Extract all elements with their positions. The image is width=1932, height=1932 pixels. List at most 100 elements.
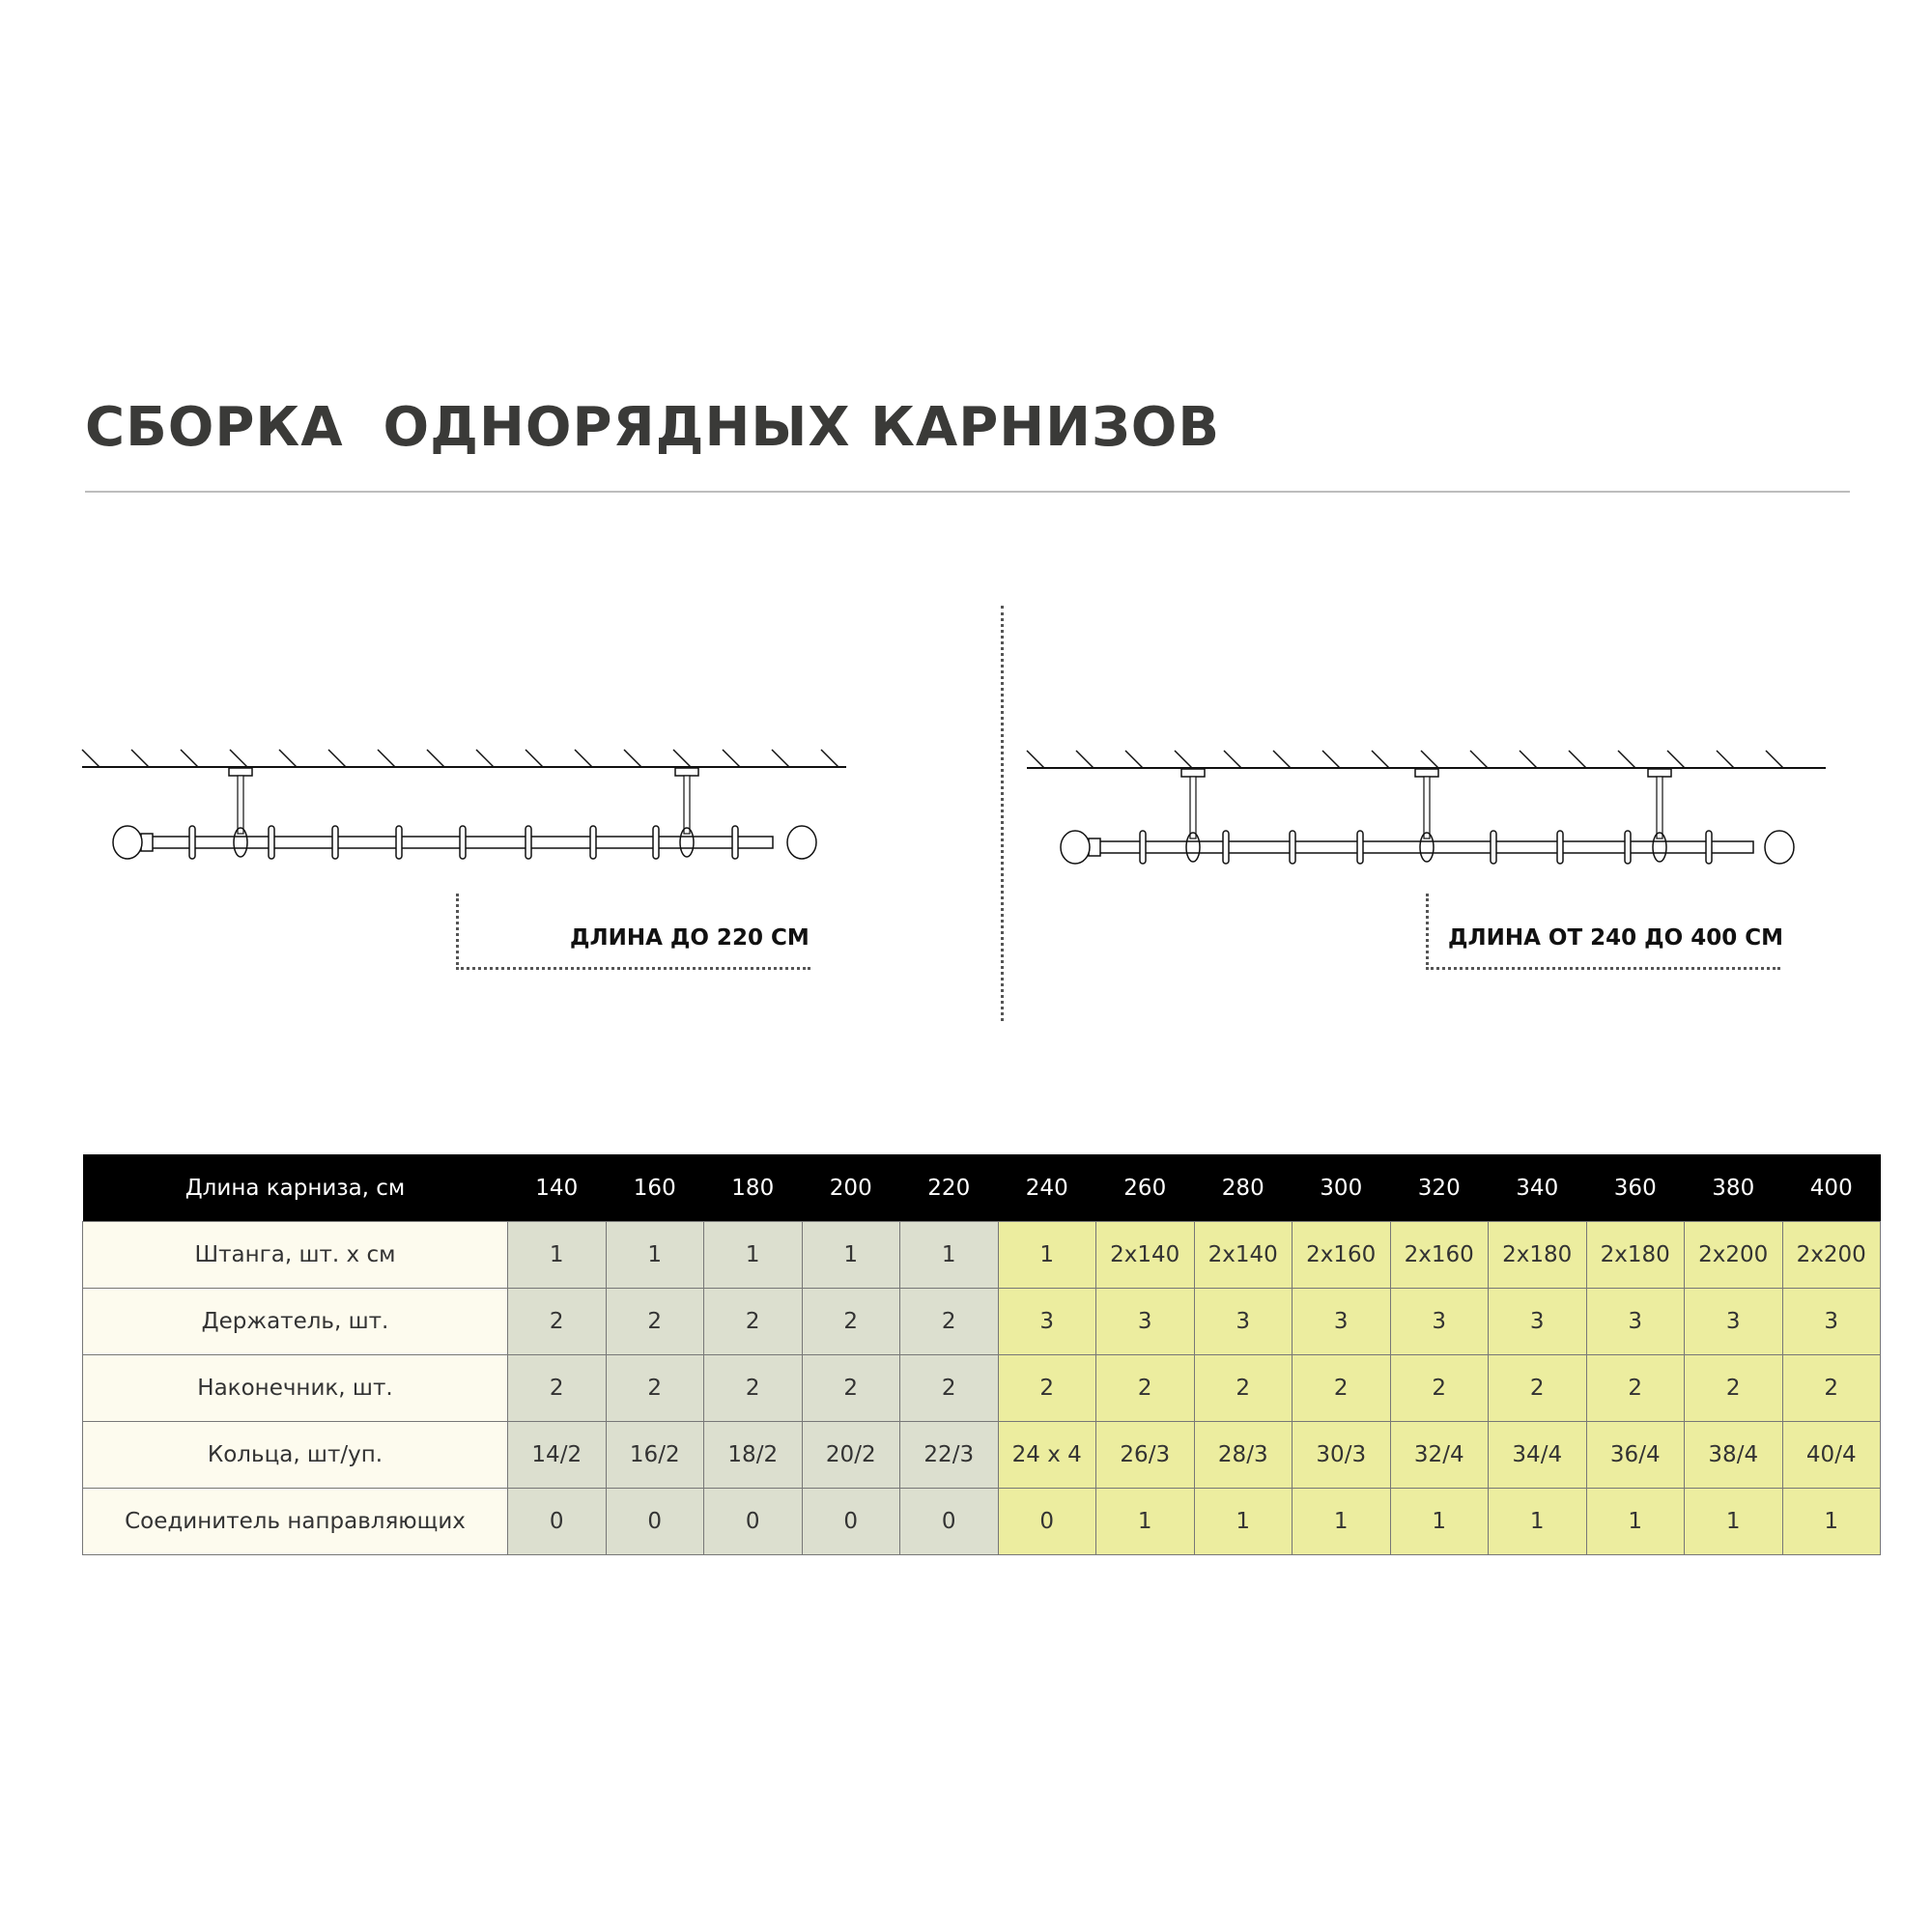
header-length: 220 <box>899 1154 998 1222</box>
ceiling-hatch <box>1666 750 1686 769</box>
curtain-ring <box>652 825 660 860</box>
table-cell: 1 <box>801 1221 900 1289</box>
row-label: Кольца, шт/уп. <box>82 1421 508 1489</box>
table-cell: 1 <box>1389 1488 1489 1555</box>
ceiling-hatch <box>475 749 495 768</box>
table-cell: 38/4 <box>1684 1421 1783 1489</box>
table-cell: 3 <box>997 1288 1096 1355</box>
table-cell: 2 <box>801 1354 900 1422</box>
diagram-label-short: ДЛИНА ДО 220 СМ <box>570 925 810 951</box>
curtain-ring <box>1490 830 1497 865</box>
ceiling-hatch <box>1174 750 1193 769</box>
rod <box>1095 840 1754 854</box>
ceiling-hatch <box>130 749 150 768</box>
ceiling-hatch <box>229 749 248 768</box>
table-cell: 1 <box>899 1221 999 1289</box>
table-cell: 1 <box>703 1221 803 1289</box>
holder-ring <box>1652 832 1667 863</box>
title-divider <box>85 491 1850 493</box>
ceiling-hatch <box>180 749 199 768</box>
table-cell: 3 <box>1389 1288 1489 1355</box>
table-cell: 2x200 <box>1781 1221 1881 1289</box>
curtain-ring <box>1139 830 1147 865</box>
curtain-ring <box>188 825 196 860</box>
holder-arm <box>1656 776 1663 839</box>
header-length: 380 <box>1684 1154 1782 1222</box>
curtain-rod-diagrams <box>81 749 1826 865</box>
table-cell: 0 <box>605 1488 704 1555</box>
curtain-ring <box>1222 830 1230 865</box>
curtain-ring <box>395 825 403 860</box>
finial <box>1060 830 1091 865</box>
holder-arm <box>237 775 244 835</box>
header-length: 140 <box>507 1154 606 1222</box>
table-cell: 2x160 <box>1389 1221 1489 1289</box>
ceiling-hatch <box>1321 750 1341 769</box>
row-label: Держатель, шт. <box>82 1288 508 1355</box>
assembly-table: Длина карниза, см 140 160 180 200 220 240 260 28… <box>82 1154 1881 1555</box>
table-row: Штанга, шт. х см 1 1 1 1 1 1 2x140 2x140 2x160 2x1… <box>82 1221 1881 1289</box>
table-cell: 2 <box>703 1354 803 1422</box>
diagram-divider <box>1001 606 1004 1021</box>
header-length: 280 <box>1194 1154 1293 1222</box>
table-cell: 28/3 <box>1193 1421 1293 1489</box>
curtain-ring <box>331 825 339 860</box>
table-cell: 1 <box>1781 1488 1881 1555</box>
rod <box>144 836 774 849</box>
table-cell: 26/3 <box>1095 1421 1195 1489</box>
table-cell: 2 <box>1292 1354 1391 1422</box>
table-cell: 20/2 <box>801 1421 900 1489</box>
table-cell: 24 x 4 <box>997 1421 1096 1489</box>
ceiling-hatch <box>1075 750 1094 769</box>
header-length: 400 <box>1782 1154 1881 1222</box>
table-cell: 2 <box>507 1354 607 1422</box>
ceiling-hatch <box>672 749 692 768</box>
label-frame-long <box>1426 894 1780 970</box>
ceiling-hatch <box>1519 750 1538 769</box>
ceiling-hatch <box>1420 750 1439 769</box>
diagram-label-long: ДЛИНА ОТ 240 ДО 400 СМ <box>1448 925 1783 951</box>
curtain-ring <box>1556 830 1564 865</box>
finial <box>112 825 143 860</box>
diagram-long-rod <box>1026 750 1826 865</box>
table-cell: 3 <box>1488 1288 1587 1355</box>
table-cell: 0 <box>899 1488 999 1555</box>
holder-arm <box>1423 776 1431 839</box>
header-length: 360 <box>1586 1154 1685 1222</box>
header-length: 300 <box>1292 1154 1390 1222</box>
table-cell: 2 <box>1389 1354 1489 1422</box>
curtain-ring <box>1705 830 1713 865</box>
table-cell: 3 <box>1292 1288 1391 1355</box>
page-title: СБОРКА ОДНОРЯДНЫХ КАРНИЗОВ <box>85 396 1221 459</box>
ceiling-hatch <box>327 749 347 768</box>
holder-ring <box>1419 832 1435 863</box>
curtain-ring <box>459 825 467 860</box>
curtain-ring <box>1289 830 1296 865</box>
table-cell: 1 <box>1193 1488 1293 1555</box>
ceiling-hatch <box>1765 750 1784 769</box>
ceiling-hatch <box>722 749 741 768</box>
table-cell: 2 <box>507 1288 607 1355</box>
finial <box>1764 830 1795 865</box>
ceiling-hatch <box>820 749 839 768</box>
ceiling-hatch <box>1272 750 1292 769</box>
table-cell: 3 <box>1684 1288 1783 1355</box>
holder-mount <box>228 767 253 777</box>
table-cell: 2 <box>605 1288 704 1355</box>
table-cell: 3 <box>1585 1288 1685 1355</box>
curtain-ring <box>525 825 532 860</box>
table-cell: 34/4 <box>1488 1421 1587 1489</box>
table-header-row: Длина карниза, см 140 160 180 200 220 240 260 28… <box>82 1154 1881 1222</box>
table-cell: 0 <box>997 1488 1096 1555</box>
ceiling-hatch <box>426 749 445 768</box>
finial-cap <box>140 833 154 852</box>
holder-arm <box>1189 776 1197 839</box>
table-cell: 2 <box>605 1354 704 1422</box>
table-cell: 36/4 <box>1585 1421 1685 1489</box>
ceiling-hatch <box>1124 750 1144 769</box>
header-length: 260 <box>1095 1154 1194 1222</box>
holder-mount <box>1180 768 1206 778</box>
table-cell: 1 <box>507 1221 607 1289</box>
holder-mount <box>674 767 699 777</box>
holder-ring <box>233 827 248 858</box>
